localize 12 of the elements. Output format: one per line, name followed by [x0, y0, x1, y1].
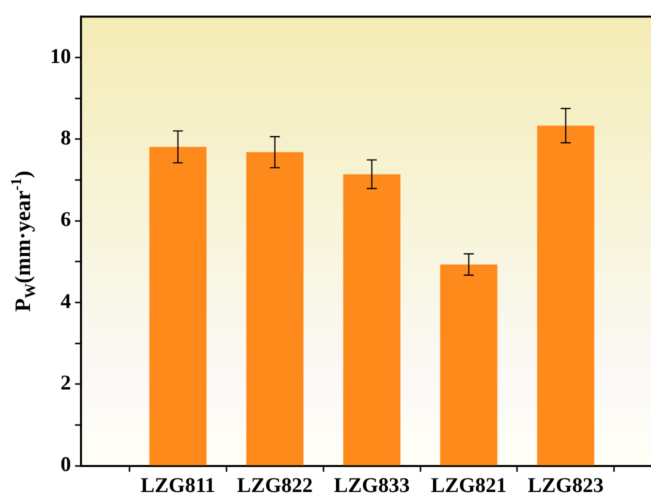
x-tick-label: LZG811: [140, 472, 216, 497]
y-tick-label: 0: [60, 452, 71, 476]
y-tick-label: 6: [60, 207, 71, 232]
y-tick-label: 4: [60, 288, 72, 313]
x-tick-label: LZG823: [528, 472, 604, 497]
y-axis-title: PW(mm·year-1): [9, 170, 39, 312]
x-tick-label: LZG822: [236, 472, 313, 497]
x-tick-label: LZG821: [430, 472, 507, 497]
y-tick-label: 2: [60, 370, 71, 395]
y-tick-label: 10: [50, 44, 71, 68]
x-tick-label: LZG833: [334, 472, 410, 497]
y-tick-label: 8: [60, 126, 71, 150]
